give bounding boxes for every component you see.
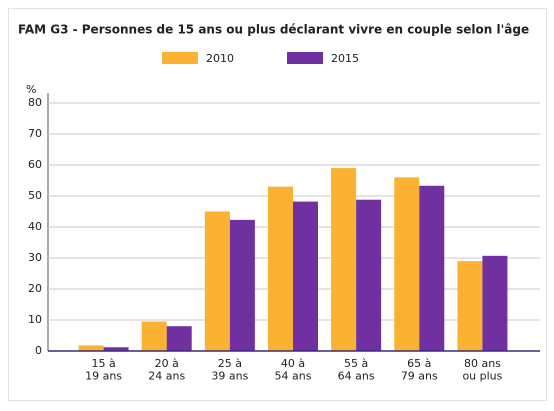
bar [78,345,104,351]
y-tick-label: 80 [28,96,42,109]
y-axis-label: % [26,83,36,96]
y-tick-label: 30 [28,251,42,264]
y-tick-label: 40 [28,220,42,233]
bar [457,261,483,351]
y-tick-label: 10 [28,313,42,326]
x-tick-label: 80 ans ou plus [462,357,502,383]
chart-title: FAM G3 - Personnes de 15 ans ou plus déc… [18,23,529,37]
bar [419,185,445,351]
y-tick-label: 70 [28,127,42,140]
bar [331,168,357,351]
bar [293,201,318,351]
x-tick-label: 20 à 24 ans [148,357,185,383]
bar [204,211,230,351]
bar [356,199,382,351]
bar [166,326,192,351]
legend-swatch [162,52,198,64]
x-tick-label: 40 à 54 ans [275,357,312,383]
y-tick-label: 0 [35,344,42,357]
x-tick-label: 65 à 79 ans [401,357,438,383]
bar [229,219,255,351]
bar [103,347,129,351]
y-tick-label: 20 [28,282,42,295]
legend-swatch [287,52,323,64]
legend-label: 2015 [331,52,359,65]
bar [141,321,167,351]
bar [394,177,420,351]
legend-label: 2010 [206,52,234,65]
x-tick-label: 15 à 19 ans [85,357,122,383]
x-tick-label: 25 à 39 ans [211,357,248,383]
y-tick-label: 50 [28,189,42,202]
x-tick-label: 55 à 64 ans [338,357,375,383]
frame [8,8,547,401]
bar [268,186,293,351]
bar [482,255,508,351]
y-tick-label: 60 [28,158,42,171]
